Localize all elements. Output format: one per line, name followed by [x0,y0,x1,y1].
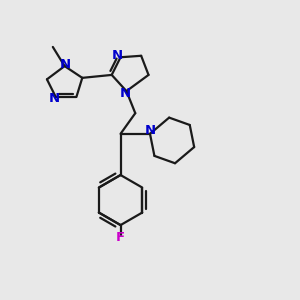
Text: N: N [119,87,130,100]
Text: F: F [116,231,125,244]
Text: N: N [112,49,123,62]
Text: N: N [49,92,60,105]
Text: N: N [60,58,71,71]
Text: N: N [145,124,156,137]
